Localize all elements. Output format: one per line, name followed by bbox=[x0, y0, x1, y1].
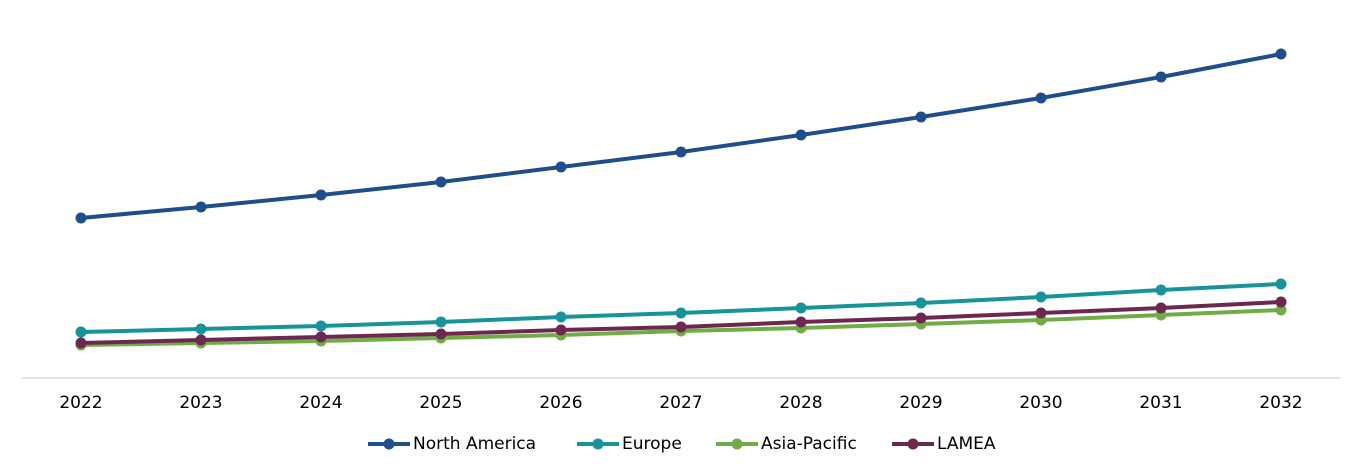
x-tick-label: 2027 bbox=[659, 393, 702, 413]
point bbox=[795, 129, 807, 141]
point bbox=[75, 337, 87, 349]
point bbox=[315, 320, 327, 332]
series-line bbox=[80, 52, 1282, 220]
legend-marker bbox=[731, 438, 743, 450]
point bbox=[315, 189, 327, 201]
point bbox=[1035, 291, 1047, 303]
x-tick-label: 2032 bbox=[1259, 393, 1302, 413]
x-tick-label: 2029 bbox=[899, 393, 942, 413]
legend-marker bbox=[907, 438, 919, 450]
point bbox=[795, 316, 807, 328]
legend-marker bbox=[383, 438, 395, 450]
point bbox=[675, 146, 687, 158]
point bbox=[195, 201, 207, 213]
x-tick-label: 2022 bbox=[59, 393, 102, 413]
point bbox=[1275, 278, 1287, 290]
point bbox=[315, 331, 327, 343]
x-tick-label: 2024 bbox=[299, 393, 342, 413]
legend-marker bbox=[592, 438, 604, 450]
legend-label: North America bbox=[413, 434, 536, 454]
x-tick-label: 2023 bbox=[179, 393, 222, 413]
legend-label: Asia-Pacific bbox=[761, 434, 857, 454]
point bbox=[1275, 304, 1287, 316]
point bbox=[1155, 302, 1167, 314]
point bbox=[915, 297, 927, 309]
x-tick-label: 2031 bbox=[1139, 393, 1182, 413]
point bbox=[675, 321, 687, 333]
point bbox=[555, 324, 567, 336]
legend-label: LAMEA bbox=[937, 434, 996, 454]
point bbox=[1155, 284, 1167, 296]
point bbox=[195, 334, 207, 346]
x-tick-label: 2026 bbox=[539, 393, 582, 413]
point bbox=[75, 212, 87, 224]
point bbox=[675, 307, 687, 319]
legend-label: Europe bbox=[622, 434, 682, 454]
x-tick-label: 2030 bbox=[1019, 393, 1062, 413]
x-tick-label: 2028 bbox=[779, 393, 822, 413]
point bbox=[555, 161, 567, 173]
point bbox=[435, 316, 447, 328]
point bbox=[1275, 48, 1287, 60]
point bbox=[915, 312, 927, 324]
point bbox=[915, 111, 927, 123]
point bbox=[1155, 71, 1167, 83]
point bbox=[1035, 92, 1047, 104]
point bbox=[195, 323, 207, 335]
point bbox=[1275, 296, 1287, 308]
point bbox=[795, 302, 807, 314]
point bbox=[435, 176, 447, 188]
x-tick-label: 2025 bbox=[419, 393, 462, 413]
point bbox=[75, 326, 87, 338]
point bbox=[1035, 307, 1047, 319]
point bbox=[555, 311, 567, 323]
point bbox=[435, 328, 447, 340]
